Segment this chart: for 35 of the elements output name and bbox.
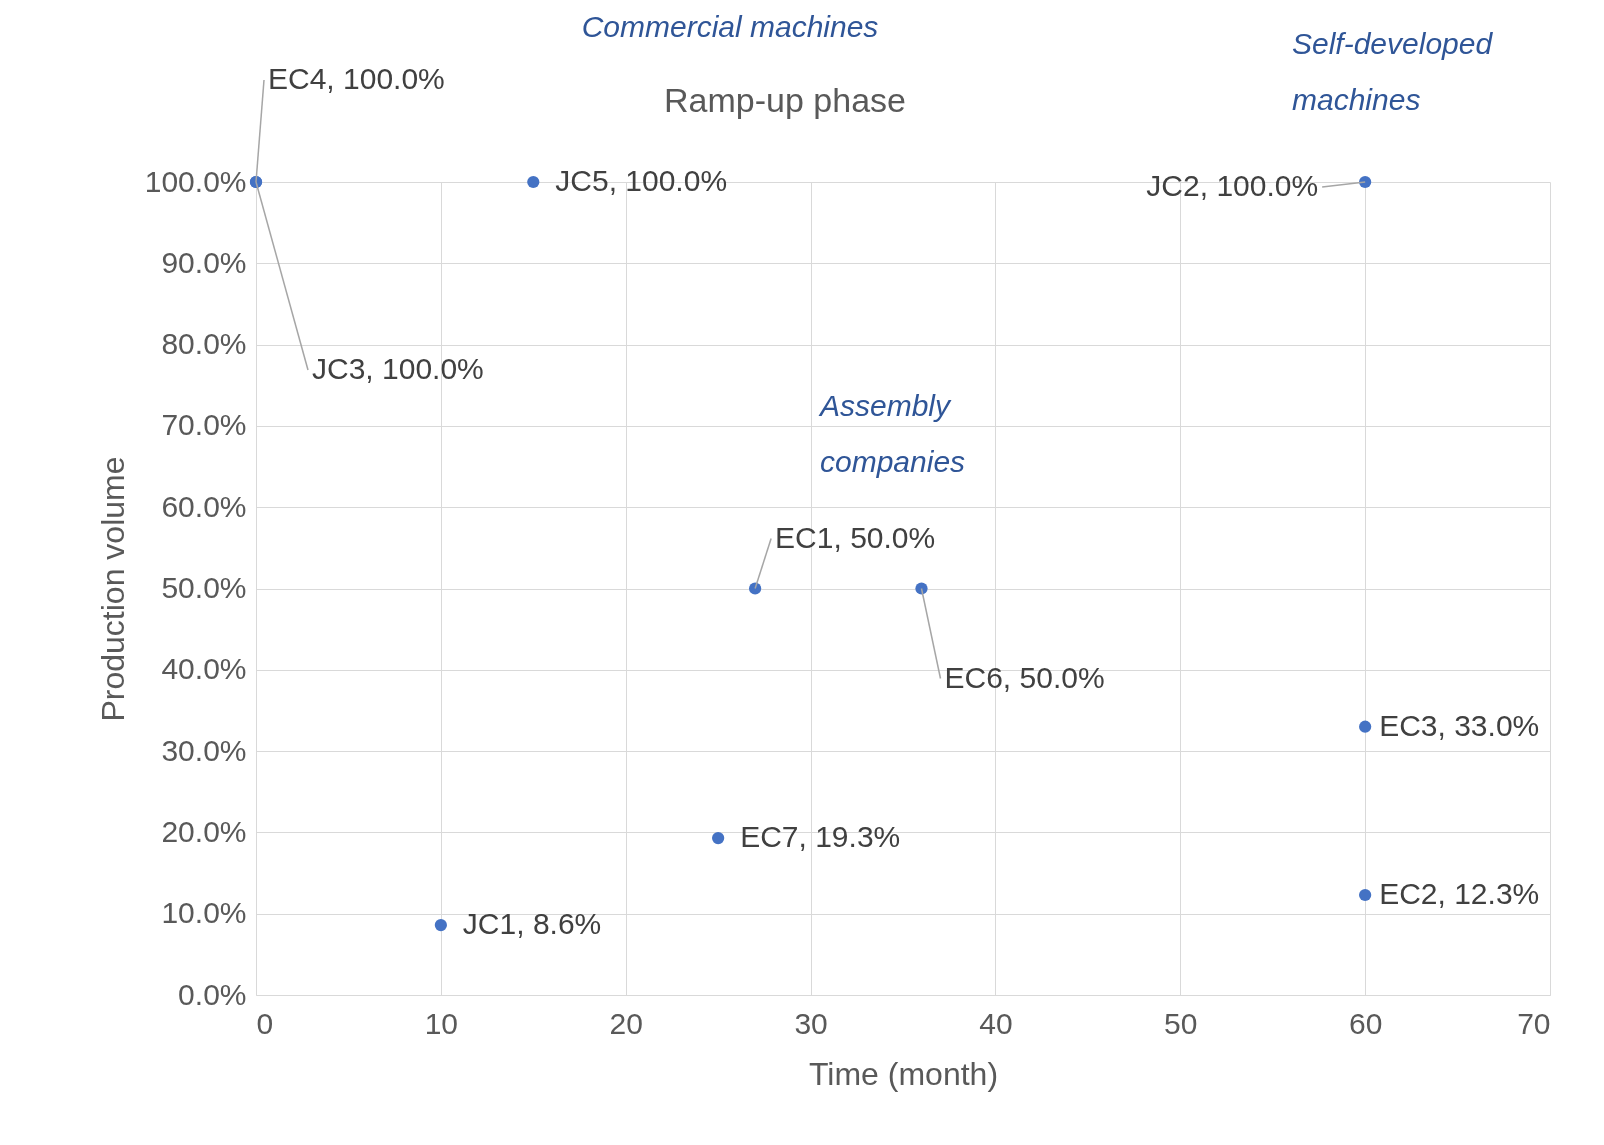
data-label: JC2, 100.0% <box>1146 169 1319 202</box>
y-tick-label: 10.0% <box>161 896 247 930</box>
data-label: JC5, 100.0% <box>555 164 728 197</box>
data-label: EC1, 50.0% <box>775 520 936 554</box>
x-axis-title: Time (month) <box>808 1055 999 1092</box>
x-tick-label: 0 <box>256 1006 274 1040</box>
y-tick-label: 50.0% <box>161 571 247 604</box>
x-tick-label: 70 <box>1517 1006 1551 1040</box>
text: Commercial machines <box>581 10 879 43</box>
y-tick-label: 20.0% <box>161 814 247 848</box>
y-tick-label: 0.0% <box>178 977 247 1011</box>
x-tick-label: 30 <box>794 1006 828 1040</box>
data-label: EC7, 19.3% <box>740 820 901 854</box>
x-tick-label: 10 <box>424 1006 459 1040</box>
y-tick-label: 60.0% <box>161 489 247 523</box>
y-tick-label: 90.0% <box>161 245 247 279</box>
data-label: EC2, 12.3% <box>1379 877 1540 910</box>
x-tick-label: 20 <box>609 1006 643 1040</box>
y-axis-title: Production volume <box>94 456 131 722</box>
text: Self-developed machines <box>1292 27 1494 116</box>
chart-title: Ramp-up phase <box>664 81 906 119</box>
x-tick-label: 60 <box>1348 1006 1383 1040</box>
y-tick-label: 70.0% <box>161 408 247 442</box>
y-tick-label: 40.0% <box>161 652 247 686</box>
data-label: JC1, 8.6% <box>462 907 602 941</box>
y-tick-label: 80.0% <box>161 327 247 361</box>
data-label: EC4, 100.0% <box>268 62 445 95</box>
data-label: EC6, 50.0% <box>944 660 1105 694</box>
y-tick-label: 30.0% <box>161 733 247 767</box>
data-label: EC3, 33.0% <box>1379 708 1540 742</box>
x-tick-label: 50 <box>1164 1006 1198 1040</box>
annotation: Assembly companies <box>818 389 966 478</box>
data-label: JC3, 100.0% <box>312 352 484 385</box>
x-tick-label: 40 <box>979 1006 1013 1040</box>
y-tick-label: 100.0% <box>144 164 247 198</box>
